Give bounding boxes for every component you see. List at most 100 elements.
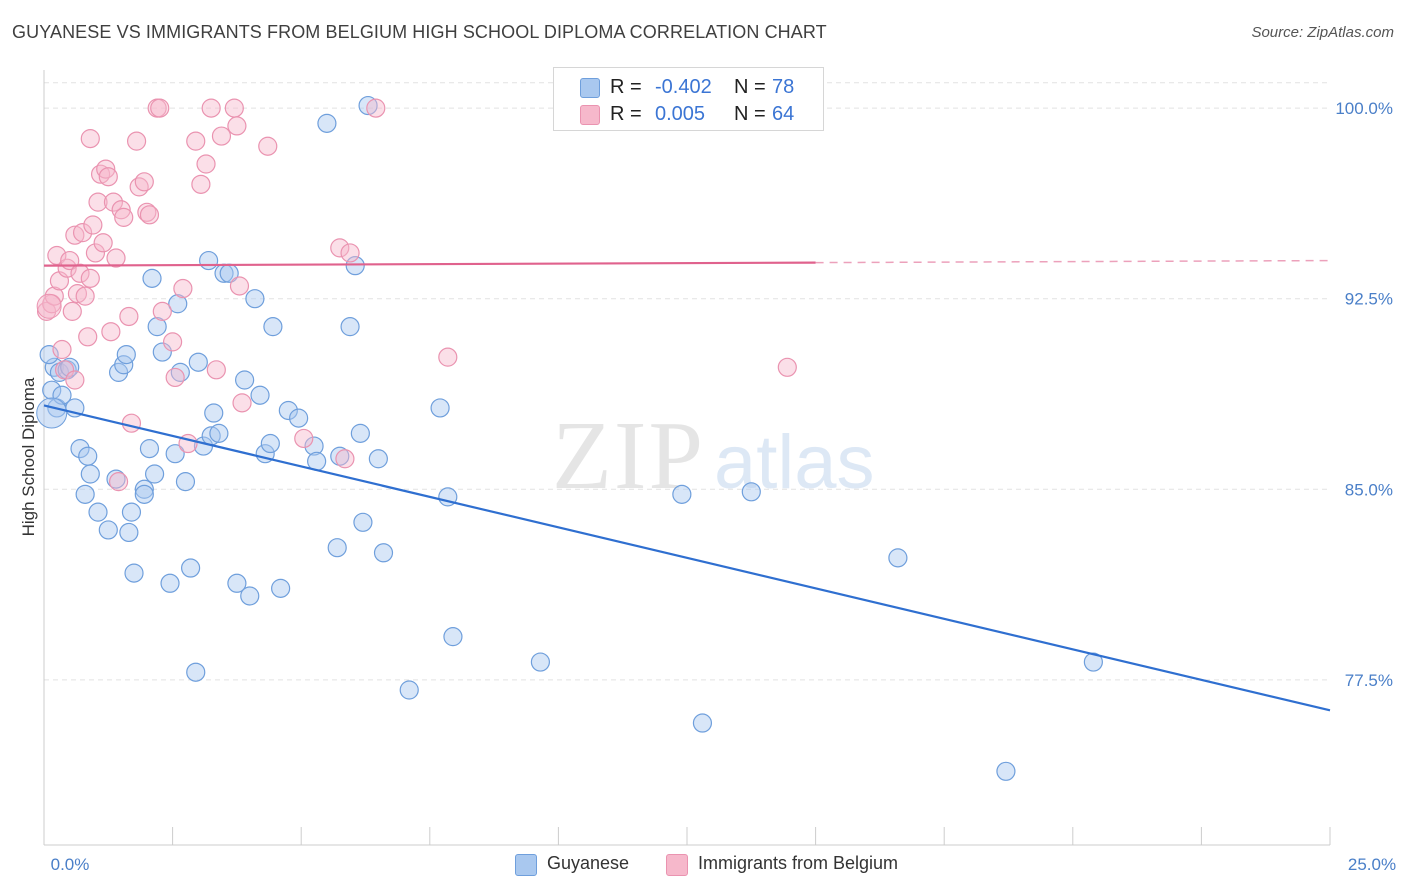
belgium-point: [88, 192, 108, 212]
belgium-point: [229, 276, 250, 296]
guyanese-point: [245, 289, 265, 309]
legend-swatch-blue: [515, 854, 537, 876]
guyanese-point: [170, 362, 190, 382]
belgium-point: [83, 215, 103, 235]
guyanese-point: [317, 113, 337, 133]
belgium-point: [80, 268, 100, 288]
guyanese-point: [147, 317, 167, 337]
guyanese-point: [289, 408, 309, 428]
guyanese-point: [106, 469, 126, 489]
belgium-point: [70, 263, 90, 283]
guyanese-point: [165, 444, 185, 464]
belgium-point: [67, 284, 88, 304]
legend-row-guyanese: R = -0.402 N = 78: [554, 74, 823, 102]
belgium-point: [129, 177, 149, 197]
belgium-point: [96, 159, 116, 179]
guyanese-point: [88, 502, 108, 522]
belgium-point: [78, 327, 98, 347]
belgium-point: [438, 347, 458, 367]
belgium-point: [330, 238, 350, 258]
legend-label-guyanese: Guyanese: [547, 853, 630, 873]
belgium-point: [80, 129, 100, 149]
guyanese-point: [741, 482, 761, 502]
watermark-atlas: atlas: [714, 420, 875, 505]
guyanese-point: [373, 543, 394, 563]
guyanese-point: [692, 713, 713, 733]
guyanese-point: [49, 362, 70, 382]
guyanese-point: [78, 446, 98, 466]
guyanese-point: [116, 344, 136, 365]
guyanese-point: [119, 522, 139, 543]
belgium-point: [163, 332, 183, 352]
y-tick-label: 100.0%: [1335, 99, 1393, 118]
belgium-trend-line-extension: [815, 259, 1331, 264]
guyanese-point: [186, 662, 206, 682]
belgium-point: [134, 172, 154, 192]
belgium-point: [232, 393, 252, 413]
belgium-point: [111, 200, 131, 220]
guyanese-point: [175, 472, 196, 492]
guyanese-point: [121, 502, 142, 522]
belgium-point: [173, 278, 193, 299]
belgium-point: [52, 339, 72, 360]
guyanese-point: [80, 464, 100, 484]
y-tick-label: 77.5%: [1345, 671, 1393, 690]
belgium-point: [126, 131, 147, 151]
belgium-point: [54, 360, 75, 380]
guyanese-point: [353, 512, 373, 532]
watermark: ZIP atlas: [552, 402, 875, 510]
guyanese-point: [330, 446, 350, 466]
belgium-point: [103, 192, 124, 212]
guyanese-point: [209, 423, 229, 443]
legend-n-value: 78: [772, 76, 795, 98]
belgium-point: [57, 258, 77, 278]
legend-r-label: R =: [610, 76, 642, 98]
belgium-point: [186, 131, 206, 151]
belgium-point: [36, 293, 62, 319]
belgium-point: [206, 360, 226, 380]
guyanese-point: [160, 573, 180, 593]
y-tick-label: 85.0%: [1345, 480, 1393, 499]
belgium-point: [90, 164, 111, 184]
chart-title: GUYANESE VS IMMIGRANTS FROM BELGIUM HIGH…: [12, 22, 827, 42]
belgium-point: [340, 243, 360, 263]
legend-r-label: R =: [610, 103, 642, 125]
belgium-point: [366, 98, 386, 118]
belgium-point: [227, 116, 247, 136]
belgium-trend-line: [43, 261, 816, 267]
guyanese-points: [36, 95, 1103, 781]
guyanese-point: [142, 268, 162, 288]
guyanese-point: [139, 439, 160, 459]
guyanese-point: [399, 680, 419, 700]
belgium-point: [85, 243, 106, 263]
legend-swatch-blue: [580, 78, 600, 98]
legend-label-belgium: Immigrants from Belgium: [698, 853, 899, 873]
guyanese-point: [358, 95, 378, 116]
trend-lines: [43, 259, 1331, 712]
guyanese-point: [263, 317, 283, 337]
y-tick-label: 92.5%: [1345, 290, 1393, 309]
belgium-point: [139, 205, 160, 225]
belgium-point: [75, 286, 95, 306]
guyanese-point: [260, 433, 280, 454]
guyanese-point: [327, 538, 347, 558]
belgium-point: [93, 233, 113, 253]
legend-swatch-pink: [666, 854, 688, 876]
belgium-point: [119, 306, 139, 327]
belgium-point: [47, 245, 67, 266]
watermark-zip: ZIP: [552, 402, 705, 510]
belgium-point: [196, 154, 216, 174]
guyanese-point: [271, 578, 291, 598]
belgium-point: [121, 413, 142, 433]
guyanese-point: [443, 627, 463, 647]
y-tick-labels: 77.5% 85.0% 92.5% 100.0%: [1335, 99, 1393, 690]
belgium-point: [165, 367, 185, 388]
belgium-point: [258, 136, 278, 156]
x-ticks: [43, 827, 1331, 845]
guyanese-point: [996, 761, 1016, 781]
guyanese-point: [134, 484, 154, 504]
guyanese-point: [250, 385, 270, 405]
belgium-point: [191, 174, 211, 194]
x-tick-label-max: 25.0%: [1348, 855, 1396, 874]
